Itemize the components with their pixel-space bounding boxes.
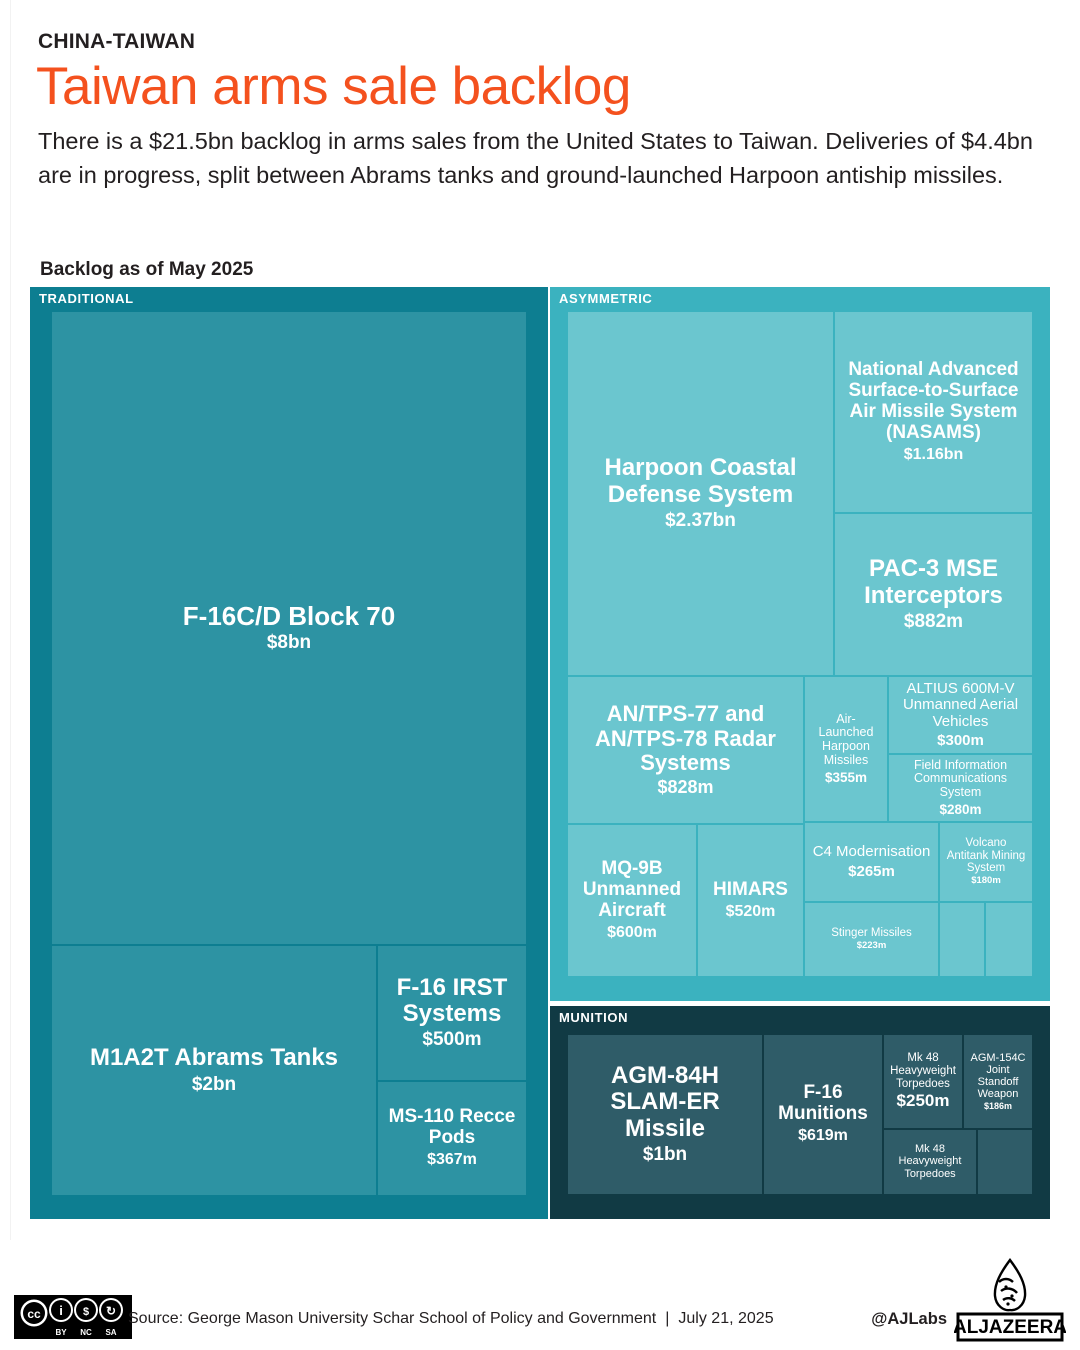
treemap-tile[interactable]: F-16 IRST Systems $500m [378, 946, 526, 1080]
tile-value: $180m [971, 875, 1001, 886]
treemap-tile[interactable]: F-16C/D Block 70 $8bn [52, 312, 526, 944]
standfirst-text: There is a $21.5bn backlog in arms sales… [38, 128, 1033, 188]
treemap-tile[interactable] [940, 903, 984, 976]
treemap-tile[interactable]: AN/TPS-77 and AN/TPS-78 Radar Systems $8… [568, 677, 803, 823]
tile-value: $1bn [642, 1144, 688, 1166]
tile-value: $223m [856, 939, 887, 951]
treemap-tile[interactable]: Mk 48 Heavyweight Torpedoes [884, 1130, 976, 1194]
tile-label: Air-Launched Harpoon Missiles [818, 711, 874, 767]
kicker-label: CHINA-TAIWAN [38, 30, 196, 53]
svg-text:BY: BY [55, 1328, 67, 1337]
source-text: Source: George Mason University Schar Sc… [128, 1310, 657, 1327]
svg-text:cc: cc [27, 1307, 41, 1321]
treemap-tile[interactable]: M1A2T Abrams Tanks $2bn [52, 946, 376, 1195]
tile-value: $250m [896, 1091, 950, 1111]
treemap-group-munition: MUNITION AGM-84H SLAM-ER Missile $1bn F-… [550, 1006, 1050, 1219]
tile-label: MQ-9B Unmanned Aircraft [582, 857, 682, 921]
ajlabs-handle: @AJLabs [871, 1310, 947, 1328]
tile-value: $186m [983, 1101, 1013, 1112]
source-separator: | [665, 1310, 670, 1327]
treemap-tile[interactable]: Air-Launched Harpoon Missiles $355m [805, 677, 887, 821]
treemap-tile[interactable]: Volcano Antitank Mining System $180m [940, 823, 1032, 901]
tile-label: ALTIUS 600M-V Unmanned Aerial Vehicles [902, 679, 1019, 730]
tile-label: HIMARS [713, 878, 788, 900]
source-credit: Source: George Mason University Schar Sc… [128, 1310, 774, 1328]
tile-value: $8bn [266, 632, 312, 654]
svg-text:NC: NC [80, 1328, 92, 1337]
chart-subtitle: Backlog as of May 2025 [40, 259, 254, 280]
treemap-tile[interactable] [986, 903, 1032, 976]
treemap-tile[interactable]: National Advanced Surface-to-Surface Air… [835, 312, 1032, 512]
left-rule [10, 0, 11, 1240]
svg-text:i: i [59, 1303, 63, 1318]
tile-value: $367m [427, 1151, 477, 1169]
tile-label: Volcano Antitank Mining System [946, 837, 1026, 875]
aljazeera-logo: ALJAZEERA [953, 1256, 1067, 1342]
tile-value: $828m [657, 776, 714, 797]
tile-label: Harpoon Coastal Defense System [604, 454, 797, 508]
group-label-munition: MUNITION [559, 1010, 629, 1025]
tile-label: AGM-154C Joint Standoff Weapon [970, 1051, 1026, 1100]
tile-label: PAC-3 MSE Interceptors [864, 555, 1003, 609]
tile-label: Field Information Communications System [913, 757, 1008, 800]
group-label-traditional: TRADITIONAL [39, 291, 134, 306]
svg-text:$: $ [83, 1306, 89, 1318]
publish-date: July 21, 2025 [678, 1310, 774, 1327]
svg-text:↻: ↻ [106, 1304, 116, 1318]
tile-value: $500m [422, 1029, 482, 1051]
treemap-group-traditional: TRADITIONAL F-16C/D Block 70 $8bn M1A2T … [30, 287, 548, 1219]
tile-value: $2.37bn [665, 509, 736, 531]
tile-value: $1.16bn [903, 445, 964, 463]
treemap-tile[interactable] [978, 1130, 1032, 1194]
tile-label: National Advanced Surface-to-Surface Air… [848, 359, 1019, 443]
tile-label: Mk 48 Heavyweight Torpedoes [898, 1143, 962, 1180]
group-label-asymmetric: ASYMMETRIC [559, 291, 653, 306]
tile-label: AN/TPS-77 and AN/TPS-78 Radar Systems [595, 701, 776, 775]
tile-value: $520m [725, 902, 776, 920]
tile-value: $619m [798, 1127, 848, 1145]
treemap-tile[interactable]: Mk 48 Heavyweight Torpedoes $250m [884, 1035, 962, 1128]
svg-text:SA: SA [105, 1328, 116, 1337]
treemap: TRADITIONAL F-16C/D Block 70 $8bn M1A2T … [30, 287, 1050, 1219]
treemap-tile[interactable]: Harpoon Coastal Defense System $2.37bn [568, 312, 833, 675]
tile-label: F-16C/D Block 70 [182, 600, 396, 631]
treemap-group-asymmetric: ASYMMETRIC Harpoon Coastal Defense Syste… [550, 287, 1050, 1001]
tile-label: F-16 Munitions [778, 1082, 868, 1125]
treemap-tile[interactable]: MS-110 Recce Pods $367m [378, 1082, 526, 1195]
tile-label: Mk 48 Heavyweight Torpedoes [890, 1052, 956, 1090]
tile-value: $300m [937, 732, 984, 750]
treemap-tile[interactable]: AGM-84H SLAM-ER Missile $1bn [568, 1035, 762, 1194]
tile-value: $600m [607, 923, 657, 941]
treemap-tile[interactable]: F-16 Munitions $619m [764, 1035, 882, 1194]
tile-label: AGM-84H SLAM-ER Missile [610, 1061, 720, 1142]
tile-label: F-16 IRST Systems [396, 973, 508, 1028]
tile-label: MS-110 Recce Pods [388, 1106, 516, 1149]
tile-value: $2bn [191, 1073, 237, 1095]
tile-label: M1A2T Abrams Tanks [89, 1044, 339, 1072]
treemap-tile[interactable]: Field Information Communications System … [889, 755, 1032, 821]
tile-value: $280m [939, 801, 982, 817]
tile-label: C4 Modernisation [812, 843, 931, 861]
treemap-tile[interactable]: PAC-3 MSE Interceptors $882m [835, 514, 1032, 675]
treemap-tile[interactable]: MQ-9B Unmanned Aircraft $600m [568, 825, 696, 976]
tile-value: $265m [848, 862, 895, 880]
treemap-tile[interactable]: ALTIUS 600M-V Unmanned Aerial Vehicles $… [889, 677, 1032, 753]
tile-value: $882m [903, 610, 964, 632]
treemap-tile[interactable]: HIMARS $520m [698, 825, 803, 976]
tile-label: Stinger Missiles [831, 927, 912, 940]
aljazeera-wordmark: ALJAZEERA [954, 1317, 1066, 1338]
treemap-tile[interactable]: Stinger Missiles $223m [805, 903, 938, 976]
tile-value: $355m [824, 769, 868, 785]
treemap-tile[interactable]: AGM-154C Joint Standoff Weapon $186m [964, 1035, 1032, 1128]
page-title: Taiwan arms sale backlog [36, 57, 631, 116]
treemap-tile[interactable]: C4 Modernisation $265m [805, 823, 938, 901]
creative-commons-icon: cc i $ ↻ BY NC SA [14, 1295, 132, 1339]
